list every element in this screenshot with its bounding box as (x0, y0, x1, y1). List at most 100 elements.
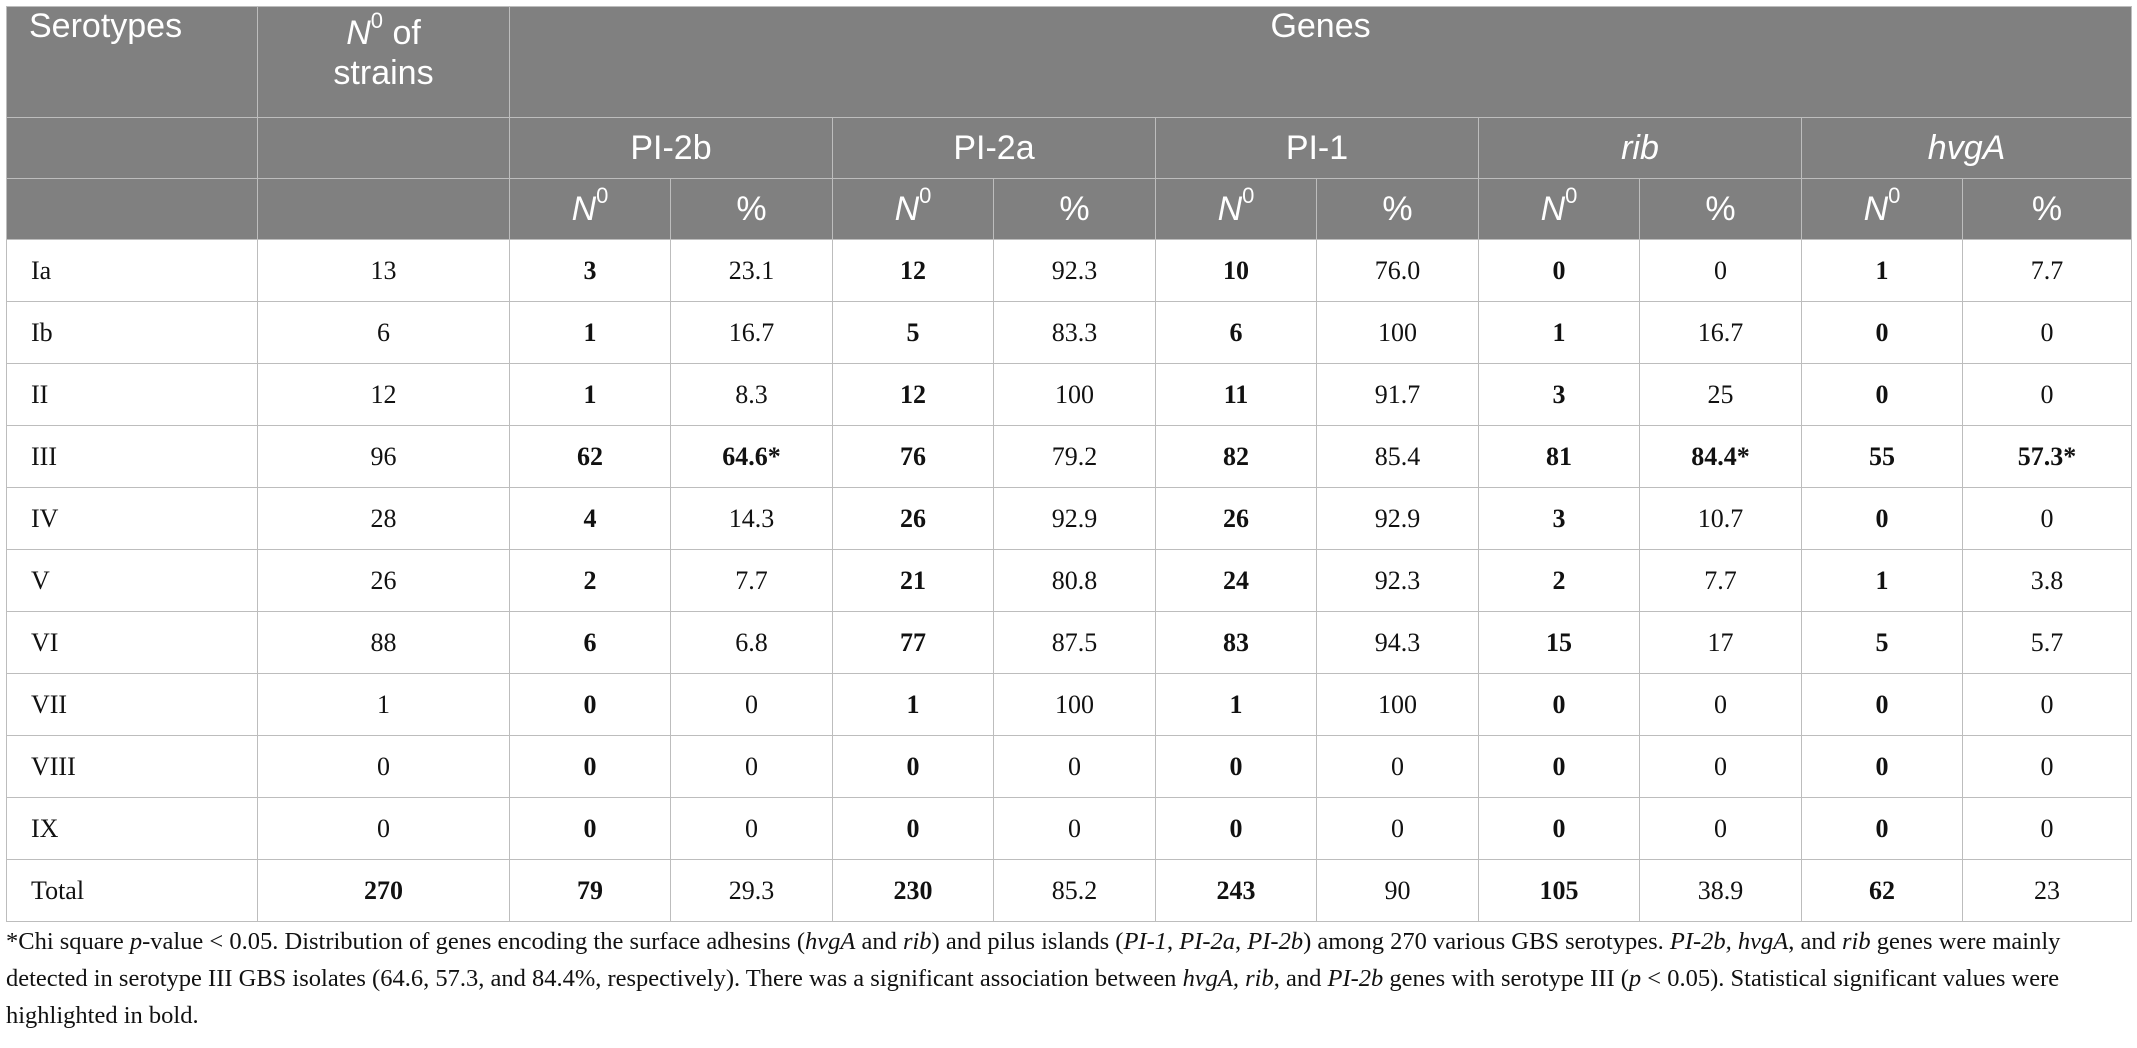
cell-pi2a-pct: 100 (993, 673, 1156, 736)
cell-pi1-n: 0 (1155, 797, 1317, 860)
cell-rib-pct: 25 (1639, 363, 1802, 426)
cell-rib-n: 15 (1478, 611, 1640, 674)
cell-pi2b-pct: 8.3 (670, 363, 833, 426)
cell-hvga-n: 0 (1801, 735, 1963, 798)
cell-pi2b-n: 0 (509, 673, 671, 736)
cell-pi1-pct: 0 (1316, 735, 1479, 798)
cell-serotype: VI (6, 611, 258, 674)
cell-rib-n: 0 (1478, 673, 1640, 736)
cell-pi2a-n: 76 (832, 425, 994, 488)
cell-rib-pct: 7.7 (1639, 549, 1802, 612)
cell-hvga-n: 62 (1801, 859, 1963, 922)
gbs-gene-table: Serotypes N0 of strains Genes PI-2b PI-2a… (6, 6, 2133, 922)
cell-rib-n: 1 (1478, 301, 1640, 364)
cell-pi1-pct: 76.0 (1316, 239, 1479, 302)
cell-pi2b-n: 6 (509, 611, 671, 674)
cell-serotype: VIII (6, 735, 258, 798)
cell-rib-pct: 38.9 (1639, 859, 1802, 922)
cell-pi1-n: 0 (1155, 735, 1317, 798)
cell-serotype: VII (6, 673, 258, 736)
table-row: V 26 2 7.7 21 80.8 24 92.3 2 7.7 1 3.8 (6, 549, 2133, 612)
cell-pi2b-pct: 64.6* (670, 425, 833, 488)
cell-strains: 13 (257, 239, 510, 302)
cell-serotype: IV (6, 487, 258, 550)
cell-pi2b-n: 4 (509, 487, 671, 550)
cell-pi2a-n: 1 (832, 673, 994, 736)
cell-pi2a-n: 26 (832, 487, 994, 550)
cell-pi2a-n: 0 (832, 797, 994, 860)
subheader-pi2a-n: N0 (832, 178, 994, 240)
table-container: Serotypes N0 of strains Genes PI-2b PI-2a… (6, 6, 2133, 922)
cell-pi2b-pct: 0 (670, 735, 833, 798)
cell-hvga-n: 0 (1801, 363, 1963, 426)
cell-pi2a-pct: 80.8 (993, 549, 1156, 612)
cell-pi2b-pct: 0 (670, 797, 833, 860)
cell-hvga-pct: 0 (1961, 735, 2133, 798)
cell-serotype: Total (6, 859, 258, 922)
cell-pi1-n: 243 (1155, 859, 1317, 922)
cell-serotype: Ia (6, 239, 258, 302)
cell-pi2b-n: 3 (509, 239, 671, 302)
cell-pi2b-pct: 6.8 (670, 611, 833, 674)
cell-serotype: II (6, 363, 258, 426)
table-row: II 12 1 8.3 12 100 11 91.7 3 25 0 0 (6, 363, 2133, 426)
cell-rib-pct: 17 (1639, 611, 1802, 674)
subheader-pi2b-n: N0 (509, 178, 671, 240)
cell-pi2a-pct: 92.3 (993, 239, 1156, 302)
table-header: Serotypes N0 of strains Genes PI-2b PI-2a… (6, 6, 2133, 240)
cell-pi1-n: 24 (1155, 549, 1317, 612)
cell-pi2a-pct: 0 (993, 735, 1156, 798)
subheader-rib-pct: % (1639, 178, 1802, 240)
cell-hvga-pct: 0 (1961, 487, 2133, 550)
cell-pi2a-n: 12 (832, 363, 994, 426)
cell-pi2b-pct: 23.1 (670, 239, 833, 302)
cell-hvga-pct: 23 (1961, 859, 2133, 922)
cell-pi2a-pct: 100 (993, 363, 1156, 426)
cell-pi2b-n: 1 (509, 363, 671, 426)
header-genes: Genes (508, 6, 2133, 118)
cell-hvga-n: 0 (1801, 487, 1963, 550)
cell-pi1-n: 6 (1155, 301, 1317, 364)
cell-pi1-pct: 0 (1316, 797, 1479, 860)
cell-strains: 96 (257, 425, 510, 488)
cell-pi2b-n: 0 (509, 797, 671, 860)
cell-pi2b-n: 1 (509, 301, 671, 364)
cell-strains: 28 (257, 487, 510, 550)
header-n-of-strains: N0 of strains (257, 6, 510, 118)
cell-hvga-n: 1 (1801, 549, 1963, 612)
cell-strains: 0 (257, 735, 510, 798)
cell-pi2a-pct: 87.5 (993, 611, 1156, 674)
header-gene-pi2a: PI-2a (832, 117, 1156, 179)
cell-pi2a-n: 21 (832, 549, 994, 612)
table-row: VIII 0 0 0 0 0 0 0 0 0 0 0 (6, 735, 2133, 798)
cell-rib-n: 3 (1478, 487, 1640, 550)
cell-pi1-n: 26 (1155, 487, 1317, 550)
cell-pi1-pct: 100 (1316, 673, 1479, 736)
cell-pi1-pct: 90 (1316, 859, 1479, 922)
cell-pi2b-n: 62 (509, 425, 671, 488)
cell-strains: 12 (257, 363, 510, 426)
cell-rib-pct: 10.7 (1639, 487, 1802, 550)
cell-hvga-pct: 3.8 (1961, 549, 2133, 612)
subheader-pi1-pct: % (1316, 178, 1479, 240)
cell-rib-pct: 16.7 (1639, 301, 1802, 364)
cell-pi2a-pct: 92.9 (993, 487, 1156, 550)
cell-pi2b-pct: 0 (670, 673, 833, 736)
cell-pi1-pct: 91.7 (1316, 363, 1479, 426)
subheader-pi2b-pct: % (670, 178, 833, 240)
cell-pi2a-pct: 79.2 (993, 425, 1156, 488)
cell-pi2b-pct: 14.3 (670, 487, 833, 550)
cell-pi2b-pct: 16.7 (670, 301, 833, 364)
cell-strains: 0 (257, 797, 510, 860)
cell-pi2b-n: 79 (509, 859, 671, 922)
cell-rib-n: 0 (1478, 797, 1640, 860)
cell-strains: 26 (257, 549, 510, 612)
cell-rib-n: 105 (1478, 859, 1640, 922)
cell-serotype: III (6, 425, 258, 488)
cell-hvga-pct: 57.3* (1961, 425, 2133, 488)
table-row: VI 88 6 6.8 77 87.5 83 94.3 15 17 5 5.7 (6, 611, 2133, 674)
header-gene-hvga: hvgA (1800, 117, 2133, 179)
header-empty-2 (257, 117, 510, 179)
table-row: Total 270 79 29.3 230 85.2 243 90 105 38.9 62 23 (6, 859, 2133, 922)
subheader-pi1-n: N0 (1155, 178, 1317, 240)
